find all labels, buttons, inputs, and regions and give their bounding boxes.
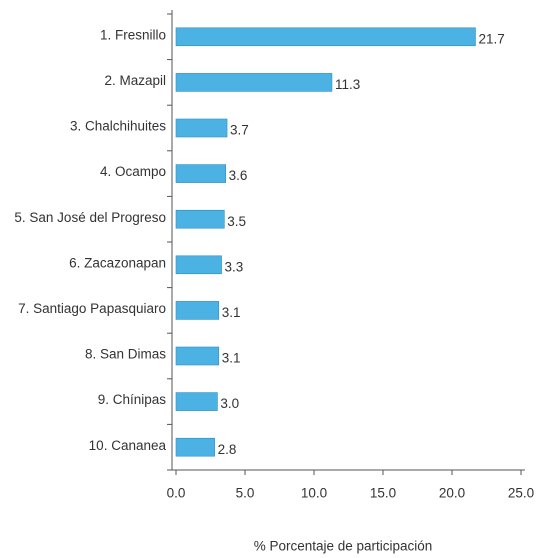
x-tick-label: 0.0 <box>167 486 186 501</box>
y-tick-label: 4. Ocampo <box>100 164 166 179</box>
bar <box>175 164 226 183</box>
y-tick-label: 5. San José del Progreso <box>14 210 166 225</box>
bar <box>175 73 333 92</box>
value-label: 3.1 <box>222 305 241 320</box>
x-tick-label: 20.0 <box>439 486 465 501</box>
value-label: 2.8 <box>218 442 237 457</box>
value-label: 3.0 <box>220 396 239 411</box>
value-label: 3.3 <box>225 259 244 274</box>
x-tick-label: 10.0 <box>301 486 327 501</box>
x-axis-label: % Porcentaje de participación <box>254 539 433 554</box>
bar <box>175 301 220 320</box>
value-label: 3.5 <box>227 214 246 229</box>
bar <box>175 346 220 366</box>
value-label: 3.6 <box>229 168 248 183</box>
y-tick-label: 2. Mazapil <box>104 73 166 88</box>
y-tick-label: 8. San Dimas <box>85 347 166 362</box>
bar <box>175 392 218 411</box>
value-label: 3.1 <box>222 351 241 366</box>
value-label: 3.7 <box>230 123 249 138</box>
bar <box>175 255 222 275</box>
bar <box>175 118 228 138</box>
y-tick-label: 9. Chínipas <box>98 392 167 407</box>
y-tick-label: 10. Cananea <box>89 438 167 453</box>
x-tick-label: 5.0 <box>236 486 255 501</box>
y-tick-label: 1. Fresnillo <box>100 27 166 42</box>
bar <box>175 209 225 229</box>
x-tick-label: 15.0 <box>370 486 396 501</box>
y-tick-label: 7. Santiago Papasquiaro <box>18 301 166 316</box>
y-tick-label: 3. Chalchihuites <box>70 119 166 134</box>
x-tick-label: 25.0 <box>508 486 534 501</box>
y-tick-label: 6. Zacazonapan <box>69 255 166 270</box>
bar <box>175 437 215 457</box>
value-label: 21.7 <box>478 31 504 46</box>
bar <box>175 27 476 47</box>
value-label: 11.3 <box>335 77 360 92</box>
